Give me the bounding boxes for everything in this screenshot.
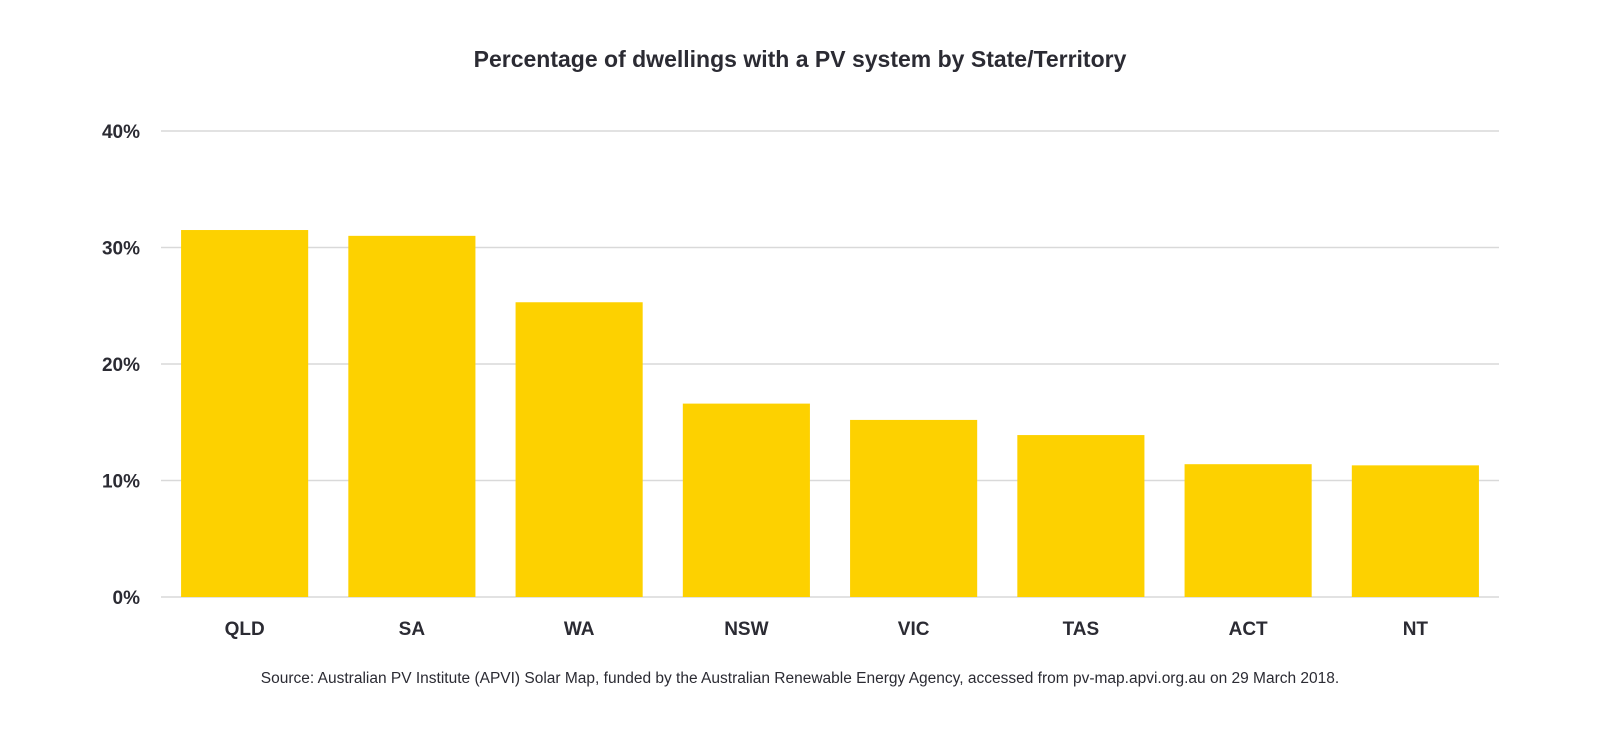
y-tick-label: 20%: [102, 355, 140, 376]
bar-sa: [348, 235, 476, 597]
bar-nt: [1351, 465, 1479, 597]
x-category-label: ACT: [1229, 619, 1268, 640]
x-category-label: QLD: [225, 619, 265, 640]
x-category-label: NT: [1403, 619, 1429, 640]
bar-qld: [181, 230, 309, 597]
x-category-label: NSW: [724, 619, 768, 640]
x-category-label: WA: [564, 619, 595, 640]
bar-tas: [1017, 435, 1145, 597]
x-category-label: VIC: [898, 619, 930, 640]
source-note: Source: Australian PV Institute (APVI) S…: [260, 670, 1340, 687]
y-tick-label: 40%: [102, 122, 140, 143]
bars: [181, 230, 1479, 597]
bar-vic: [850, 419, 978, 597]
bar-wa: [515, 302, 643, 597]
y-tick-label: 10%: [102, 472, 140, 493]
bar-nsw: [682, 403, 810, 597]
y-axis: 0% 10% 20% 30% 40%: [102, 122, 140, 609]
y-tick-label: 30%: [102, 239, 140, 260]
y-tick-label: 0%: [113, 588, 141, 609]
x-category-label: TAS: [1063, 619, 1100, 640]
bar-act: [1184, 464, 1312, 597]
chart-title: Percentage of dwellings with a PV system…: [473, 46, 1127, 72]
x-axis: QLD SA WA NSW VIC TAS ACT NT: [225, 619, 1429, 640]
x-category-label: SA: [399, 619, 426, 640]
